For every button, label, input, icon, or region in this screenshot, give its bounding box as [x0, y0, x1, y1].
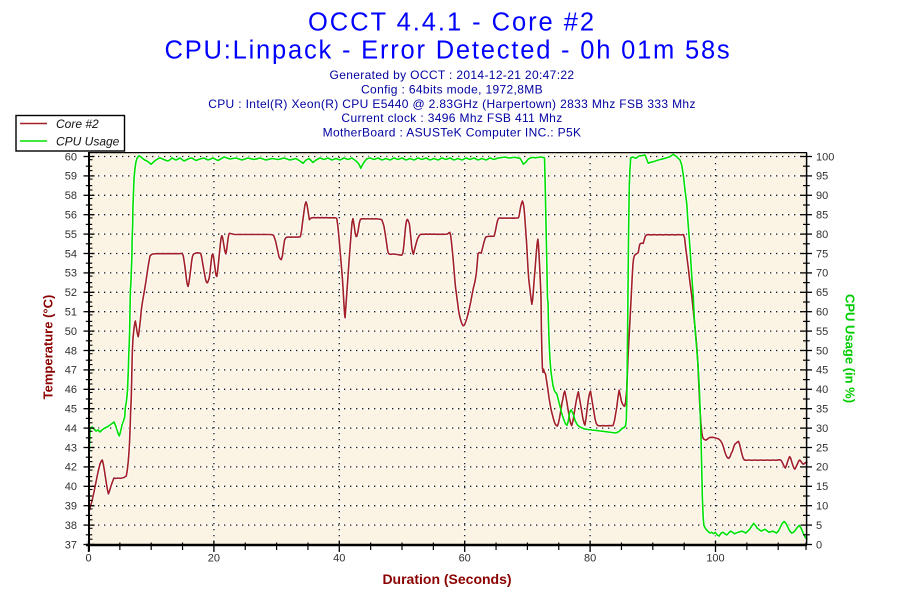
svg-text:56: 56: [65, 210, 77, 222]
svg-text:80: 80: [584, 553, 596, 565]
svg-text:20: 20: [816, 462, 828, 474]
svg-text:10: 10: [816, 501, 828, 513]
svg-text:38: 38: [65, 520, 77, 532]
svg-text:Generated by OCCT : 2014-12-21: Generated by OCCT : 2014-12-21 20:47:22: [330, 68, 575, 82]
svg-text:60: 60: [459, 553, 471, 565]
svg-text:45: 45: [816, 365, 828, 377]
svg-text:47: 47: [65, 365, 77, 377]
svg-text:Core #2: Core #2: [56, 117, 99, 131]
svg-text:Config : 64bits mode, 1972,8MB: Config : 64bits mode, 1972,8MB: [361, 82, 543, 96]
svg-text:100: 100: [706, 553, 724, 565]
svg-text:15: 15: [816, 481, 828, 493]
svg-text:85: 85: [816, 210, 828, 222]
svg-text:43: 43: [65, 442, 77, 454]
svg-text:46: 46: [65, 384, 77, 396]
svg-text:CPU Usage (in %): CPU Usage (in %): [843, 294, 858, 403]
svg-text:90: 90: [816, 190, 828, 202]
svg-text:55: 55: [65, 229, 77, 241]
svg-text:CPU : Intel(R) Xeon(R) CPU E54: CPU : Intel(R) Xeon(R) CPU E5440 @ 2.83G…: [208, 97, 696, 111]
svg-text:Duration (Seconds): Duration (Seconds): [382, 571, 511, 587]
svg-text:59: 59: [65, 171, 77, 183]
svg-text:51: 51: [65, 307, 77, 319]
svg-text:0: 0: [85, 553, 91, 565]
svg-text:42: 42: [65, 462, 77, 474]
svg-text:60: 60: [816, 307, 828, 319]
svg-text:40: 40: [65, 481, 77, 493]
svg-text:5: 5: [816, 520, 822, 532]
svg-text:65: 65: [816, 287, 828, 299]
svg-text:37: 37: [65, 539, 77, 551]
svg-text:50: 50: [65, 326, 77, 338]
svg-text:100: 100: [816, 151, 834, 163]
svg-text:55: 55: [816, 326, 828, 338]
svg-text:44: 44: [65, 423, 77, 435]
svg-text:30: 30: [816, 423, 828, 435]
svg-text:35: 35: [816, 404, 828, 416]
svg-text:OCCT 4.4.1 - Core #2: OCCT 4.4.1 - Core #2: [308, 9, 596, 37]
svg-text:95: 95: [816, 171, 828, 183]
svg-text:50: 50: [816, 345, 828, 357]
svg-text:Temperature (°C): Temperature (°C): [41, 295, 56, 400]
svg-text:60: 60: [65, 151, 77, 163]
svg-text:48: 48: [65, 345, 77, 357]
svg-text:20: 20: [208, 553, 220, 565]
svg-text:0: 0: [816, 539, 822, 551]
svg-text:MotherBoard : ASUSTeK Computer: MotherBoard : ASUSTeK Computer INC.: P5K: [323, 126, 582, 140]
svg-text:52: 52: [65, 287, 77, 299]
svg-text:39: 39: [65, 501, 77, 513]
svg-text:CPU:Linpack - Error Detected -: CPU:Linpack - Error Detected - 0h 01m 58…: [164, 37, 731, 65]
svg-text:58: 58: [65, 190, 77, 202]
svg-text:53: 53: [65, 268, 77, 280]
svg-text:40: 40: [333, 553, 345, 565]
svg-text:Current clock : 3496 Mhz FSB 4: Current clock : 3496 Mhz FSB 411 Mhz: [341, 111, 562, 125]
svg-text:80: 80: [816, 229, 828, 241]
svg-text:40: 40: [816, 384, 828, 396]
svg-text:25: 25: [816, 442, 828, 454]
svg-text:CPU Usage: CPU Usage: [56, 135, 120, 149]
svg-text:45: 45: [65, 404, 77, 416]
svg-text:70: 70: [816, 268, 828, 280]
svg-text:54: 54: [65, 248, 77, 260]
svg-text:75: 75: [816, 248, 828, 260]
